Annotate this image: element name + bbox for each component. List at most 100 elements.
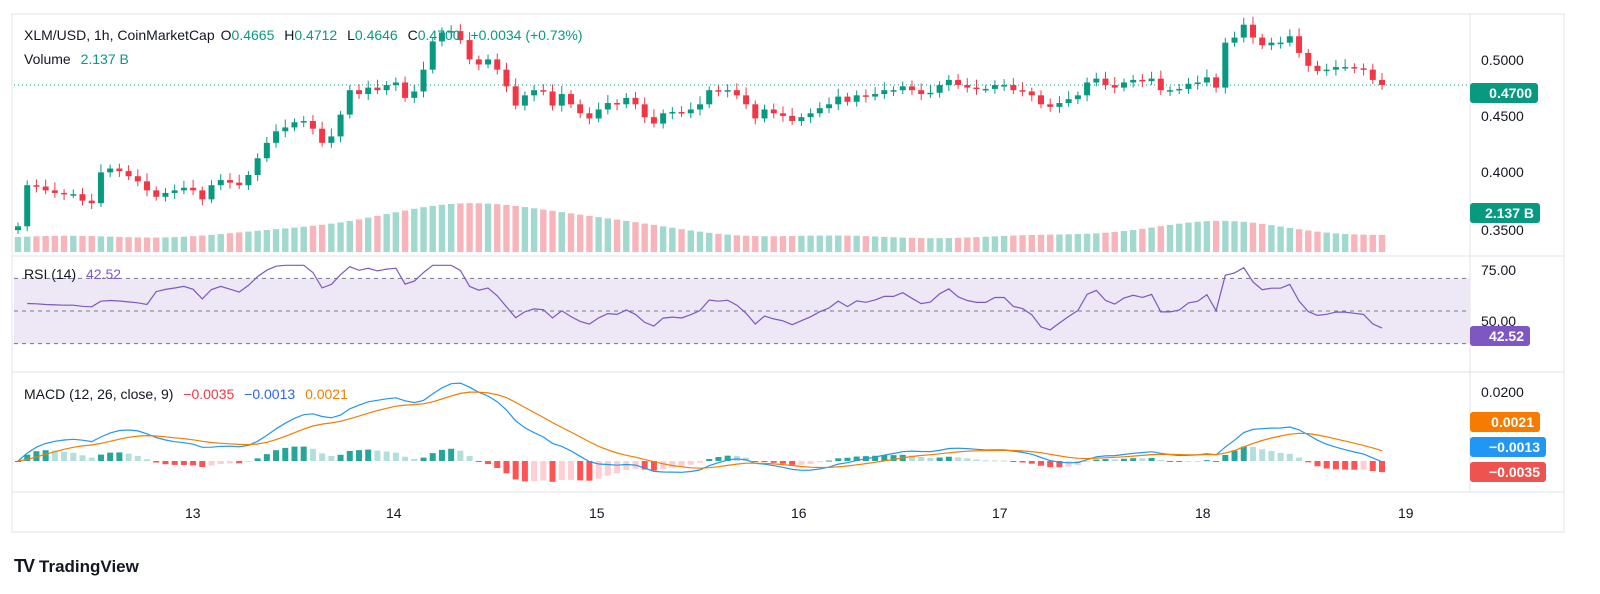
candle-body <box>42 186 49 191</box>
macd-line <box>17 382 1383 473</box>
macd-histogram-bar <box>199 461 206 467</box>
macd-histogram-bar <box>1102 459 1109 461</box>
candle-body <box>144 181 151 191</box>
candle-body <box>1130 79 1137 83</box>
macd-histogram-bar <box>1194 461 1201 462</box>
volume-bar <box>1139 228 1146 252</box>
volume-bar <box>263 229 271 252</box>
candle-body <box>752 104 759 119</box>
candle-body <box>853 95 860 102</box>
volume-bar <box>788 236 796 252</box>
volume-bar <box>586 215 593 252</box>
macd-histogram-bar <box>779 461 786 464</box>
macd-histogram-bar <box>549 461 556 482</box>
candle-body <box>457 31 464 41</box>
volume-bar <box>917 238 925 252</box>
candle-body <box>282 127 289 132</box>
volume-bar <box>88 236 95 252</box>
macd-histogram-bar <box>282 447 289 461</box>
volume-bar <box>438 204 446 252</box>
low-label: L <box>347 27 355 43</box>
candle-body <box>964 85 971 88</box>
candle-body <box>1139 79 1146 82</box>
candle-body <box>1240 24 1247 38</box>
volume-bar <box>770 236 777 252</box>
macd-histogram-bar <box>411 458 418 461</box>
macd-histogram-bar <box>614 461 621 474</box>
volume-bar <box>521 207 529 252</box>
volume-bar <box>162 237 169 252</box>
candle-body <box>199 190 206 200</box>
candle-body <box>927 92 934 95</box>
macd-histogram-bar <box>1148 458 1155 461</box>
volume-bar <box>24 236 31 252</box>
macd-histogram-bar <box>678 461 685 467</box>
volume-tag: 2.137 B <box>1470 203 1540 223</box>
candle-body <box>134 176 141 182</box>
volume-bar <box>1000 235 1008 252</box>
macd-histogram-bar <box>383 451 390 461</box>
candle-body <box>650 117 657 124</box>
macd-histogram-bar <box>190 461 197 466</box>
last-price-tag: 0.4700 <box>1470 83 1538 103</box>
volume-bar <box>659 226 667 252</box>
rsi-legend: RSI (14) 42.52 <box>24 266 127 282</box>
candle-body <box>1286 36 1293 43</box>
candle-body <box>826 104 833 109</box>
macd-histogram-bar <box>1231 450 1238 461</box>
time-tick-16: 16 <box>791 505 807 521</box>
macd-histogram-bar <box>1139 458 1146 461</box>
macd-histogram-bar <box>70 452 77 461</box>
time-tick-15: 15 <box>589 505 605 521</box>
rsi-tick-1: 50.00 <box>1481 313 1517 329</box>
volume-bar <box>171 237 178 252</box>
macd-histogram-bar <box>309 448 316 461</box>
volume-bar <box>512 205 519 252</box>
macd-histogram-bar <box>650 461 657 471</box>
volume-bar <box>807 235 814 252</box>
tradingview-brand[interactable]: TV TradingView <box>14 556 139 577</box>
candle-body <box>217 180 224 186</box>
volume-bar <box>715 233 722 252</box>
macd-histogram-bar <box>1268 451 1275 461</box>
candle-body <box>669 112 676 114</box>
macd-histogram-bar <box>457 450 464 461</box>
candle-body <box>1102 78 1109 86</box>
candle-body <box>1065 99 1072 104</box>
candle-body <box>1296 36 1303 53</box>
volume-bar <box>429 205 436 252</box>
volume-bar <box>475 203 483 252</box>
volume-bar <box>1231 221 1238 252</box>
candle-body <box>475 59 482 65</box>
candle-body <box>15 226 21 231</box>
volume-bar <box>752 236 759 252</box>
volume-bar <box>1019 235 1026 252</box>
macd-histogram-bar <box>955 457 962 461</box>
candle-body <box>374 87 381 91</box>
macd-histogram-bar <box>134 455 141 461</box>
candle-body <box>319 128 326 143</box>
candle-body <box>531 90 538 96</box>
candle-body <box>687 109 694 114</box>
macd-histogram-bar <box>402 456 409 461</box>
high-label: H <box>284 27 295 43</box>
candle-body <box>51 190 58 193</box>
candle-body <box>715 90 722 92</box>
macd-histogram-bar <box>365 449 372 461</box>
rsi-band <box>14 277 1470 345</box>
candle-body <box>356 90 362 95</box>
time-tick-14: 14 <box>386 505 402 521</box>
macd-histogram-bar <box>761 461 768 462</box>
macd-histogram-bar <box>835 458 842 461</box>
volume-bar <box>1323 232 1330 252</box>
macd-histogram-bar <box>1351 461 1358 470</box>
macd-histogram-bar <box>512 461 519 480</box>
price-tick-1: 0.4500 <box>1481 108 1524 124</box>
candle-body <box>1194 82 1201 84</box>
macd-histogram-bar <box>1286 453 1293 461</box>
candle-body <box>1074 95 1081 100</box>
candle-body <box>328 136 335 143</box>
open-value: 0.4665 <box>231 27 275 43</box>
candle-body <box>567 94 574 105</box>
